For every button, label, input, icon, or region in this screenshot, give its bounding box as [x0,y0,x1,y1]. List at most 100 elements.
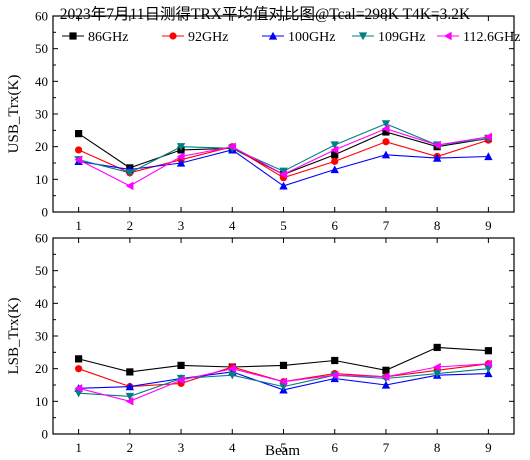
data-point [176,375,185,385]
legend-item: 92GHz [162,30,228,45]
legend: 86GHz 92GHz 100GHz 109GHz 112.6GHz [62,30,520,45]
x-tick-label: 8 [434,440,441,455]
legend-item: 100GHz [262,30,335,45]
y-axis-label: LSB_Trx(K) [6,298,22,375]
data-point [382,128,390,136]
y-tick-label: 40 [35,74,48,89]
legend-marker [69,32,77,40]
data-point [125,181,134,191]
x-tick-label: 9 [485,440,492,455]
data-point [382,366,390,374]
series-line [78,123,489,174]
data-point [279,377,288,386]
y-tick-label: 30 [35,107,48,122]
x-tick-label: 1 [75,218,82,233]
data-point [484,369,493,378]
data-point [484,152,493,161]
legend-marker [443,31,452,41]
legend-label: 109GHz [378,30,425,45]
data-point [484,347,492,355]
data-point [382,138,390,146]
x-tick-label: 7 [383,440,390,455]
x-tick-label: 3 [178,218,185,233]
x-tick-label: 6 [331,218,338,233]
x-axis-label: Beam [265,443,300,459]
data-point [75,146,83,154]
data-point [125,392,135,401]
data-point [228,142,236,151]
data-point [381,150,391,159]
data-point [432,140,441,150]
x-tick-label: 5 [280,218,287,233]
data-point [279,167,288,176]
data-point [279,361,288,369]
series-112-6ghz [74,124,492,191]
data-point [381,372,390,382]
series-109ghz [74,120,493,177]
x-tick-label: 2 [127,218,134,233]
data-point [125,169,135,177]
y-tick-label: 0 [42,205,49,220]
data-point [432,362,441,372]
data-point [484,132,492,142]
chart-title: 2023年7月11日测得TRX平均值对比图@Tcal=298K T4K=3.2K [59,6,471,23]
x-tick-label: 4 [229,440,236,455]
data-point [330,165,339,174]
x-tick-label: 6 [331,440,338,455]
data-point [330,141,339,150]
data-point [228,371,237,380]
data-point [433,343,441,352]
data-point [228,364,236,373]
data-point [330,145,339,155]
data-point [176,143,186,151]
data-point [125,382,135,391]
x-tick-label: 8 [434,218,441,233]
data-point [75,365,83,373]
legend-item: 109GHz [352,30,425,45]
panel-2: 0 10 20 30 40 50 60 1 2 3 4 5 6 7 8 9 LSB_Trx(K) Beam [6,231,515,459]
data-point [74,155,83,164]
y-tick-label: 20 [35,139,48,154]
data-point [432,369,442,378]
y-axis-label: USB_Trx(K) [6,75,22,154]
y-tick-label: 10 [35,172,48,187]
x-tick-label: 7 [383,218,390,233]
legend-item: 86GHz [62,30,128,45]
legend-label: 112.6GHz [463,30,520,45]
x-tick-label: 1 [75,440,82,455]
x-tick-label: 5 [280,440,287,455]
legend-item: 112.6GHz [437,30,520,45]
legend-label: 86GHz [88,30,128,45]
data-point [331,151,339,159]
data-point [279,181,288,190]
y-tick-label: 60 [35,231,48,246]
y-tick-label: 50 [35,41,48,56]
data-point [176,152,185,161]
data-point [176,158,186,167]
x-tick-label: 3 [178,440,185,455]
data-point [279,170,288,179]
data-point [381,120,391,128]
y-tick-label: 50 [35,263,48,278]
legend-label: 100GHz [288,30,335,45]
plot-frame [52,237,515,435]
data-point [75,355,83,363]
legend-marker [169,32,177,40]
legend-marker [358,32,368,41]
data-point [74,384,83,393]
data-point [125,397,134,406]
data-point [484,359,492,368]
data-point [75,130,83,138]
y-tick-label: 10 [35,394,48,409]
y-tick-label: 40 [35,296,48,311]
series-112-6ghz [74,359,492,406]
data-point [432,153,442,162]
data-point [331,356,339,365]
y-tick-label: 20 [35,361,48,376]
y-tick-label: 30 [35,329,48,344]
x-tick-label: 9 [485,218,492,233]
y-tick-label: 0 [42,427,49,442]
data-point [381,380,391,389]
x-tick-label: 4 [229,218,236,233]
